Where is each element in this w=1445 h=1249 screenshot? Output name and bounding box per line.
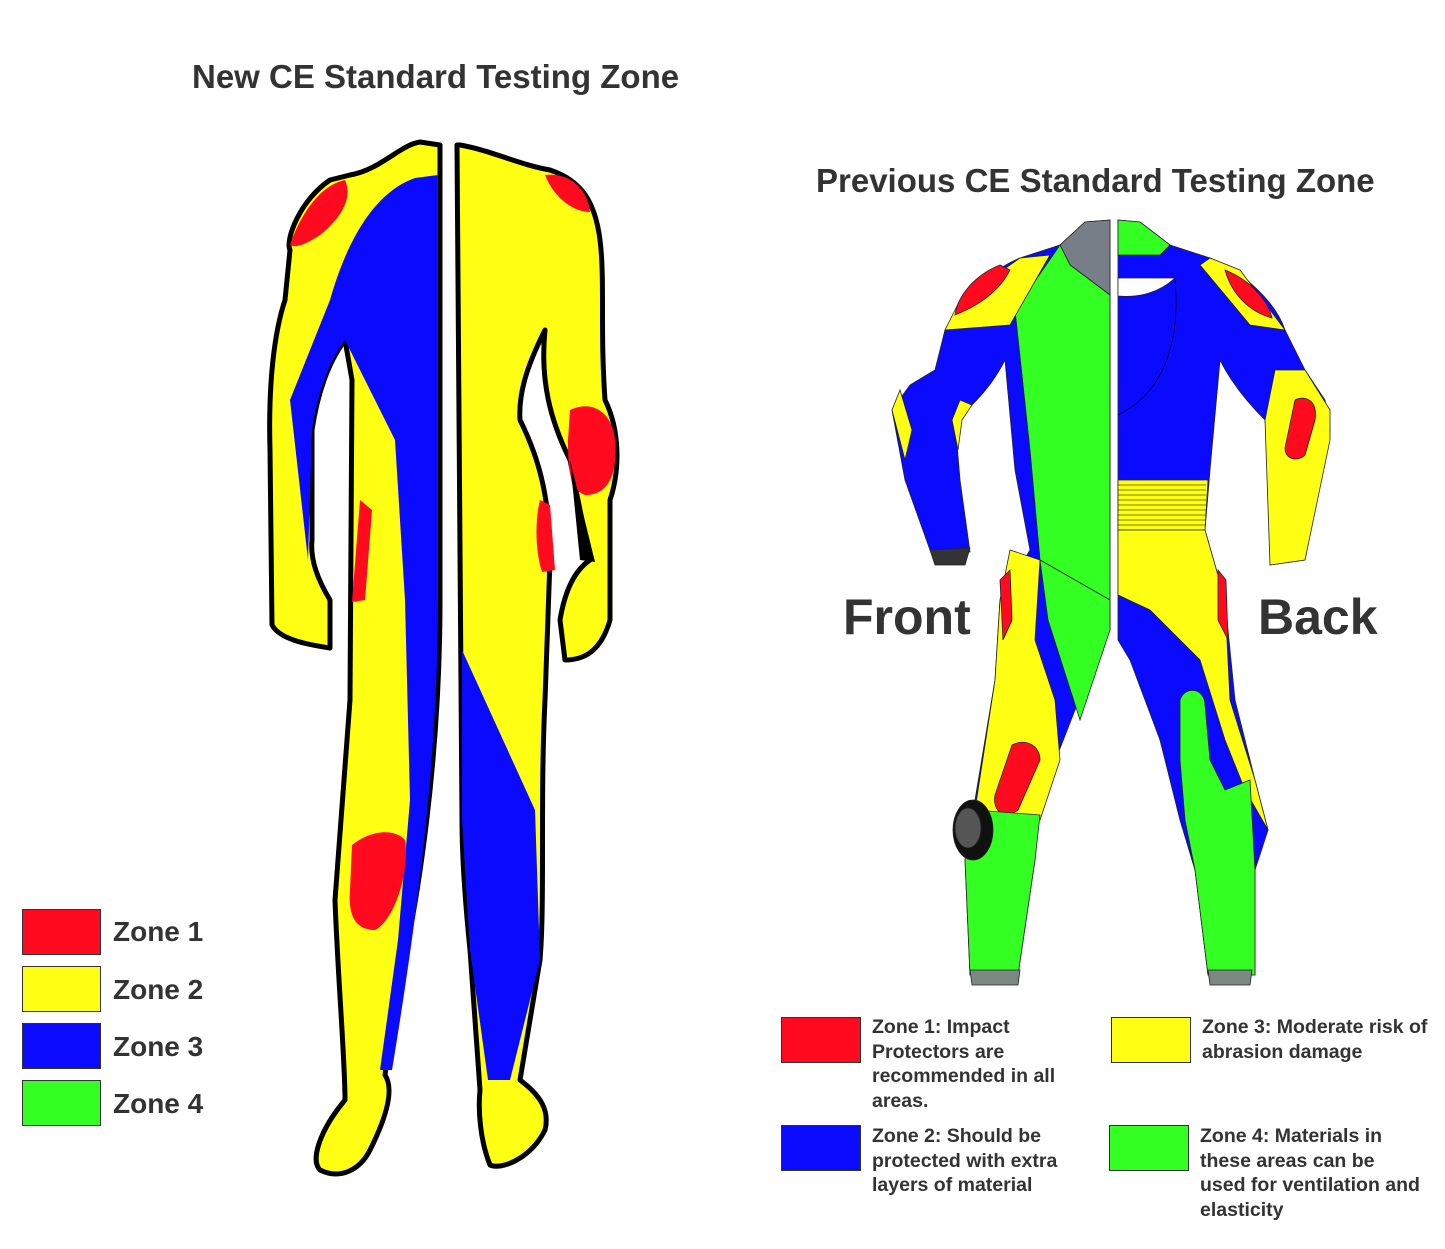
legend-swatch-zone-1	[22, 909, 101, 955]
legend-swatch-zone-4	[22, 1080, 101, 1126]
legend-label: Zone 2	[113, 974, 204, 1005]
back-label: Back	[1258, 589, 1378, 645]
front-label: Front	[843, 589, 971, 645]
legend-swatch-zone-1	[781, 1017, 861, 1063]
legend-text: Zone 3: Moderate risk of abrasion damage	[1202, 1016, 1428, 1063]
legend-label: Zone 4	[113, 1088, 204, 1119]
legend-swatch-zone-3	[1111, 1017, 1191, 1063]
legend-text: Zone 2: Should be protected with extra l…	[872, 1125, 1058, 1196]
new-suit-back-half	[454, 142, 620, 1169]
legend-label: Zone 1	[113, 916, 204, 947]
legend-text: Zone 4: Materials in these areas can be …	[1200, 1125, 1420, 1221]
previous-suit-back	[1117, 219, 1331, 986]
legend-swatch-zone-2	[22, 966, 101, 1012]
legend-text: Zone 1: Impact Protectors are recommende…	[872, 1016, 1056, 1112]
legend-swatch-zone-2	[781, 1125, 861, 1171]
previous-suit-front	[891, 219, 1111, 986]
new-suit-front-half	[267, 139, 443, 1177]
legend-swatch-zone-3	[22, 1023, 101, 1069]
previous-standard-title: Previous CE Standard Testing Zone	[816, 162, 1375, 199]
legend-label: Zone 3	[113, 1031, 204, 1062]
new-standard-title: New CE Standard Testing Zone	[192, 58, 680, 95]
legend-swatch-zone-4	[1109, 1125, 1189, 1171]
